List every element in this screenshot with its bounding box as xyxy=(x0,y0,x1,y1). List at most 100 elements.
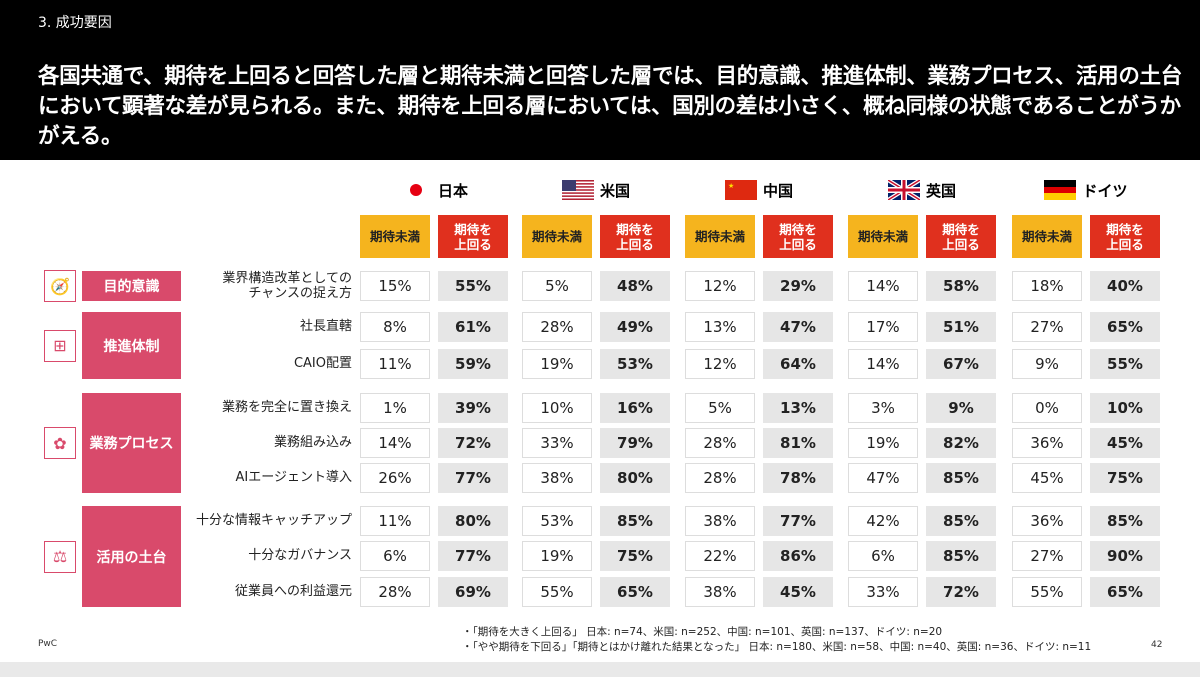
value-below: 17% xyxy=(848,312,918,342)
japan-flag xyxy=(399,180,432,200)
value-above: 86% xyxy=(763,541,833,571)
uk-flag xyxy=(887,180,920,200)
value-below: 28% xyxy=(360,577,430,607)
value-below: 14% xyxy=(360,428,430,458)
value-below: 13% xyxy=(685,312,755,342)
row-label: 従業員への利益還元 xyxy=(234,584,352,599)
value-below: 38% xyxy=(685,506,755,536)
row-label: 業界構造改革としての チャンスの捉え方 xyxy=(222,271,352,301)
country-name: ドイツ xyxy=(1082,181,1128,200)
value-below: 36% xyxy=(1012,428,1082,458)
row-label: 業務を完全に置き換え xyxy=(221,400,352,415)
value-below: 28% xyxy=(685,463,755,493)
value-above: 77% xyxy=(438,463,508,493)
value-below: 14% xyxy=(848,271,918,301)
value-below: 15% xyxy=(360,271,430,301)
country-name: 中国 xyxy=(762,181,793,200)
group-label: 活用の土台 xyxy=(82,506,181,607)
column-header-below: 期待未満 xyxy=(1012,215,1082,258)
footnote: ・「やや期待を下回る」「期待とはかけ離れた結果となった」 日本: n=180、米… xyxy=(462,641,1092,653)
country-header-1: 米国 xyxy=(522,178,670,202)
value-above: 55% xyxy=(438,271,508,301)
value-above: 65% xyxy=(600,577,670,607)
value-below: 28% xyxy=(685,428,755,458)
value-above: 29% xyxy=(763,271,833,301)
footer-band xyxy=(0,662,1200,677)
row-label: 業務組み込み xyxy=(273,435,352,450)
value-above: 58% xyxy=(926,271,996,301)
row-label: CAIO配置 xyxy=(293,356,352,371)
value-below: 38% xyxy=(685,577,755,607)
value-above: 13% xyxy=(763,393,833,423)
value-above: 85% xyxy=(926,463,996,493)
value-above: 75% xyxy=(600,541,670,571)
compass-icon: 🧭 xyxy=(44,270,76,302)
value-below: 11% xyxy=(360,506,430,536)
value-above: 65% xyxy=(1090,577,1160,607)
value-below: 53% xyxy=(522,506,592,536)
value-below: 27% xyxy=(1012,312,1082,342)
column-header-below: 期待未満 xyxy=(522,215,592,258)
value-above: 85% xyxy=(926,506,996,536)
value-below: 47% xyxy=(848,463,918,493)
value-below: 11% xyxy=(360,349,430,379)
value-below: 18% xyxy=(1012,271,1082,301)
value-above: 39% xyxy=(438,393,508,423)
value-below: 6% xyxy=(360,541,430,571)
brand-label: PwC xyxy=(38,639,58,649)
value-above: 67% xyxy=(926,349,996,379)
value-above: 79% xyxy=(600,428,670,458)
value-below: 27% xyxy=(1012,541,1082,571)
column-header-above: 期待を 上回る xyxy=(600,215,670,258)
value-below: 3% xyxy=(848,393,918,423)
footnote: ・「期待を大きく上回る」 日本: n=74、米国: n=252、中国: n=10… xyxy=(462,626,943,638)
value-above: 80% xyxy=(438,506,508,536)
value-above: 59% xyxy=(438,349,508,379)
value-below: 33% xyxy=(522,428,592,458)
scale-icon: ⚖ xyxy=(44,540,76,573)
china-flag: ★ xyxy=(724,180,757,200)
column-header-below: 期待未満 xyxy=(848,215,918,258)
value-above: 77% xyxy=(763,506,833,536)
value-below: 55% xyxy=(1012,577,1082,607)
value-below: 38% xyxy=(522,463,592,493)
value-above: 72% xyxy=(438,428,508,458)
value-above: 61% xyxy=(438,312,508,342)
value-above: 45% xyxy=(1090,428,1160,458)
value-above: 9% xyxy=(926,393,996,423)
country-name: 英国 xyxy=(925,181,956,200)
value-below: 12% xyxy=(685,349,755,379)
value-above: 85% xyxy=(600,506,670,536)
value-above: 40% xyxy=(1090,271,1160,301)
row-label: 十分な情報キャッチアップ xyxy=(195,513,352,528)
value-above: 72% xyxy=(926,577,996,607)
value-above: 51% xyxy=(926,312,996,342)
value-below: 19% xyxy=(522,349,592,379)
country-header-2: ★ 中国 xyxy=(685,178,833,202)
column-header-below: 期待未満 xyxy=(360,215,430,258)
column-header-above: 期待を 上回る xyxy=(1090,215,1160,258)
svg-text:★: ★ xyxy=(728,182,734,190)
section-label: 3. 成功要因 xyxy=(38,15,112,31)
process-icon: ✿ xyxy=(44,427,76,459)
row-label: 社長直轄 xyxy=(299,319,352,334)
column-header-above: 期待を 上回る xyxy=(438,215,508,258)
value-above: 82% xyxy=(926,428,996,458)
value-below: 26% xyxy=(360,463,430,493)
group-label: 業務プロセス xyxy=(82,393,181,493)
group-label: 目的意識 xyxy=(82,271,181,301)
group-label: 推進体制 xyxy=(82,312,181,379)
value-below: 12% xyxy=(685,271,755,301)
value-above: 45% xyxy=(763,577,833,607)
country-header-0: 日本 xyxy=(360,178,508,202)
value-below: 14% xyxy=(848,349,918,379)
value-above: 80% xyxy=(600,463,670,493)
value-above: 16% xyxy=(600,393,670,423)
value-above: 85% xyxy=(1090,506,1160,536)
value-above: 65% xyxy=(1090,312,1160,342)
value-below: 28% xyxy=(522,312,592,342)
value-below: 10% xyxy=(522,393,592,423)
value-below: 1% xyxy=(360,393,430,423)
value-below: 8% xyxy=(360,312,430,342)
value-below: 45% xyxy=(1012,463,1082,493)
